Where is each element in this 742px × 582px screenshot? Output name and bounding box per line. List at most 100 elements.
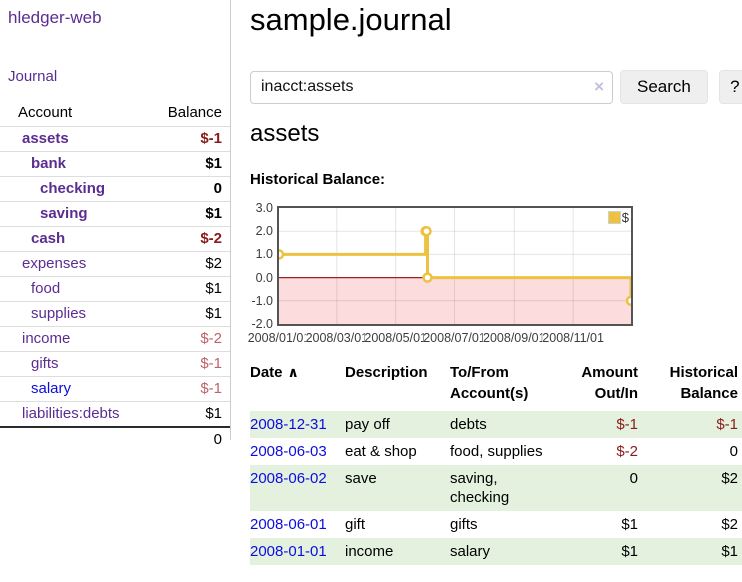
- account-row: liabilities:debts $1: [0, 401, 230, 426]
- account-rows: assets $-1 bank $1 checking 0 saving $1 cash $-2 e…: [0, 126, 230, 426]
- sidebar-account-balance: $-2: [200, 230, 222, 247]
- sidebar-account-link[interactable]: supplies: [31, 305, 87, 322]
- y-axis-tick-label: -2.0: [251, 317, 273, 331]
- chart-canvas: [279, 208, 631, 324]
- sidebar-account-link[interactable]: gifts: [31, 355, 59, 372]
- x-axis-tick-label: 2008/05/01: [364, 331, 427, 345]
- sidebar-account-balance: $1: [205, 405, 222, 422]
- transaction-balance: 0: [729, 443, 738, 460]
- register-body: 2008-12-31 pay off debts $-1 $-1 2008-06-03 ea…: [250, 411, 742, 565]
- chart-point[interactable]: [421, 225, 432, 237]
- sidebar-account-balance: 0: [213, 180, 222, 197]
- transaction-accounts: saving, checking: [450, 470, 510, 506]
- sidebar-account-balance: $-1: [200, 130, 222, 147]
- x-axis-tick-label: 2008/01/01: [247, 331, 311, 345]
- sidebar-account-link[interactable]: food: [31, 280, 61, 297]
- sidebar-item-journal[interactable]: Journal: [8, 68, 58, 85]
- transaction-amount: $1: [621, 543, 638, 560]
- register-row: 2008-06-03 eat & shop food, supplies $-2 0: [250, 438, 742, 465]
- brand-link[interactable]: hledger-web: [8, 8, 102, 27]
- x-axis-tick-label: 2008/03/01: [305, 331, 369, 345]
- sidebar-account-balance: $1: [205, 305, 222, 322]
- transaction-balance: $1: [721, 543, 738, 560]
- chart-point[interactable]: [625, 295, 631, 307]
- main-content: sample.journal × Search ? assets Histori…: [247, 0, 742, 582]
- transaction-date-link[interactable]: 2008-12-31: [250, 416, 327, 433]
- account-row: checking 0: [0, 176, 230, 201]
- sidebar-account-balance: $1: [205, 205, 222, 222]
- sidebar-account-link[interactable]: bank: [31, 155, 67, 172]
- sidebar-account-link[interactable]: saving: [40, 205, 88, 222]
- transaction-amount: $-1: [616, 416, 638, 433]
- header-date[interactable]: Date ∧: [250, 364, 299, 381]
- transaction-balance: $2: [721, 516, 738, 533]
- accounts-total: 0: [0, 426, 230, 452]
- account-row: saving $1: [0, 201, 230, 226]
- transaction-accounts: food, supplies: [450, 443, 543, 460]
- chart-title: Historical Balance:: [250, 171, 386, 188]
- sidebar-account-link[interactable]: expenses: [22, 255, 87, 272]
- y-axis-tick-label: 0.0: [255, 270, 273, 285]
- balance-column-header: Balance: [167, 104, 222, 121]
- accounts-table-header: Account Balance: [0, 100, 230, 126]
- transaction-description: gift: [345, 516, 366, 533]
- sidebar-account-balance: $1: [205, 155, 222, 172]
- clear-search-icon[interactable]: ×: [594, 76, 604, 96]
- header-description[interactable]: Description: [345, 364, 428, 381]
- account-row: supplies $1: [0, 301, 230, 326]
- transaction-date-link[interactable]: 2008-06-03: [250, 443, 327, 460]
- account-row: bank $1: [0, 151, 230, 176]
- register-row: 2008-12-31 pay off debts $-1 $-1: [250, 411, 742, 438]
- sidebar-account-link[interactable]: income: [22, 330, 71, 347]
- legend-swatch-icon: [607, 211, 621, 224]
- account-row: assets $-1: [0, 126, 230, 151]
- x-axis-tick-label: 2008/07/01: [423, 331, 486, 345]
- chart-legend: $: [607, 211, 629, 224]
- register-row: 2008-06-02 save saving, checking 0 $2: [250, 465, 742, 511]
- transaction-amount: 0: [629, 470, 638, 487]
- search-input[interactable]: [250, 70, 613, 104]
- header-amount[interactable]: Amount Out/In: [581, 364, 638, 402]
- register-header-row: Date ∧ Description To/From Account(s) Amou…: [250, 360, 742, 411]
- x-axis-tick-label: 2008/11/01: [542, 331, 604, 345]
- sidebar-account-link[interactable]: cash: [31, 230, 66, 247]
- account-row: income $-2: [0, 326, 230, 351]
- register-row: 2008-01-01 income salary $1 $1: [250, 538, 742, 565]
- sidebar-account-link[interactable]: liabilities:debts: [22, 405, 120, 422]
- transaction-accounts: gifts: [450, 516, 478, 533]
- accounts-table: Account Balance assets $-1 bank $1 checking 0…: [0, 100, 230, 452]
- chart-point[interactable]: [279, 249, 285, 260]
- sidebar-account-link[interactable]: assets: [22, 130, 69, 147]
- sort-ascending-icon: ∧: [287, 364, 299, 380]
- register-table: Date ∧ Description To/From Account(s) Amou…: [250, 360, 742, 565]
- transaction-accounts: salary: [450, 543, 491, 560]
- account-column-header: Account: [18, 104, 73, 121]
- transaction-balance: $-1: [716, 416, 738, 433]
- transaction-description: save: [345, 470, 377, 487]
- transaction-description: pay off: [345, 416, 390, 433]
- sidebar-account-balance: $-1: [200, 380, 222, 397]
- account-row: gifts $-1: [0, 351, 230, 376]
- sidebar-account-balance: $-2: [200, 330, 222, 347]
- account-row: expenses $2: [0, 251, 230, 276]
- transaction-date-link[interactable]: 2008-06-01: [250, 516, 327, 533]
- search-button[interactable]: Search: [620, 70, 708, 104]
- negative-region: [279, 277, 631, 324]
- transaction-date-link[interactable]: 2008-01-01: [250, 543, 327, 560]
- historical-balance-chart: $ 3.0 2.0 1.0 0.0 -1.0 -2.0 2008/01/01 2008/03/…: [247, 202, 742, 352]
- x-axis-tick-label: 2008/09/01: [483, 331, 546, 345]
- transaction-date-link[interactable]: 2008-06-02: [250, 470, 327, 487]
- transaction-accounts: debts: [450, 416, 487, 433]
- search-form: × Search ?: [250, 70, 742, 104]
- transaction-amount: $1: [621, 516, 638, 533]
- sidebar-account-link[interactable]: salary: [31, 380, 72, 397]
- help-button[interactable]: ?: [718, 70, 742, 104]
- account-row: cash $-2: [0, 226, 230, 251]
- register-row: 2008-06-01 gift gifts $1 $2: [250, 511, 742, 538]
- y-axis-tick-label: -1.0: [251, 293, 273, 308]
- header-balance[interactable]: Historical Balance: [669, 364, 738, 402]
- sidebar-account-balance: $2: [205, 255, 222, 272]
- header-accounts[interactable]: To/From Account(s): [450, 364, 529, 402]
- sidebar-account-link[interactable]: checking: [40, 180, 106, 197]
- chart-point[interactable]: [422, 272, 433, 283]
